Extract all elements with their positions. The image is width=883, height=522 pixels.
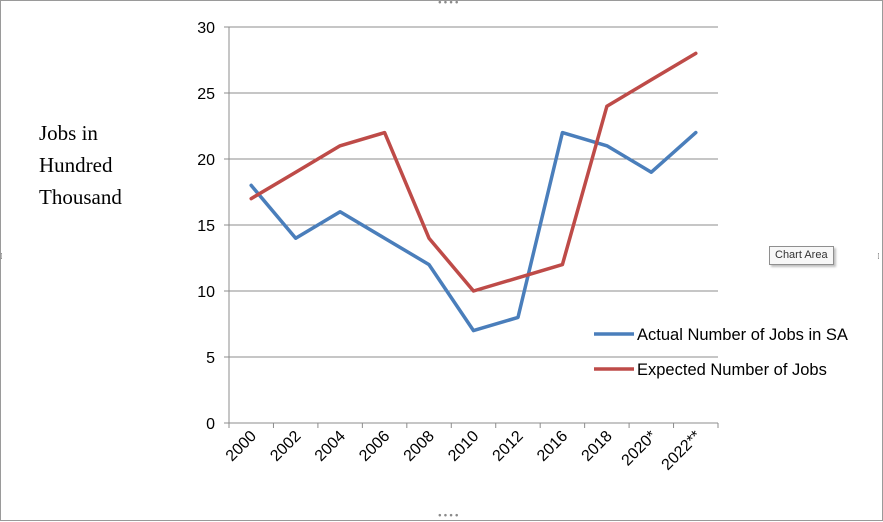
y-axis-title: Jobs in Hundred Thousand bbox=[39, 117, 122, 213]
y-tick-label: 20 bbox=[197, 152, 215, 169]
bottom-resize-handle[interactable]: ∙∙∙∙ bbox=[437, 511, 460, 521]
x-tick-label: 2010 bbox=[445, 428, 482, 465]
legend-label-1: Actual Number of Jobs in SA bbox=[637, 326, 848, 344]
legend-label-2: Expected Number of Jobs bbox=[637, 361, 827, 379]
x-tick-label: 2000 bbox=[223, 428, 260, 465]
legend[interactable]: Actual Number of Jobs in SA Expected Numb… bbox=[594, 326, 848, 379]
x-tick-label: 2022** bbox=[659, 428, 705, 474]
y-axis-title-line: Jobs in bbox=[39, 121, 98, 145]
y-tick-label: 15 bbox=[197, 218, 215, 235]
x-tick-label: 2012 bbox=[490, 428, 527, 465]
y-tick-label: 0 bbox=[206, 416, 215, 433]
x-tick-label: 2016 bbox=[534, 428, 571, 465]
top-resize-handle[interactable]: ∙∙∙∙ bbox=[437, 0, 460, 8]
left-resize-handle[interactable]: ⁞ bbox=[0, 252, 3, 262]
y-tick-label: 10 bbox=[197, 284, 215, 301]
x-tick-label: 2018 bbox=[579, 428, 616, 465]
series-line-2 bbox=[249, 51, 698, 293]
y-axis-title-line: Thousand bbox=[39, 185, 122, 209]
series-lines bbox=[249, 51, 698, 333]
x-tick-label: 2020* bbox=[619, 428, 661, 470]
y-tick-label: 25 bbox=[197, 86, 215, 103]
chart-area-tooltip: Chart Area bbox=[769, 246, 834, 265]
x-tick-label: 2006 bbox=[356, 428, 393, 465]
y-tick-label: 5 bbox=[206, 350, 215, 367]
gridlines bbox=[229, 26, 718, 358]
y-tick-label: 30 bbox=[197, 20, 215, 37]
x-tick-label: 2002 bbox=[267, 428, 304, 465]
y-axis-title-line: Hundred bbox=[39, 153, 113, 177]
series-line-1 bbox=[249, 130, 698, 333]
right-resize-handle[interactable]: ⁞ bbox=[877, 252, 880, 262]
x-tick-label: 2008 bbox=[401, 428, 438, 465]
x-tick-label: 2004 bbox=[312, 428, 349, 465]
